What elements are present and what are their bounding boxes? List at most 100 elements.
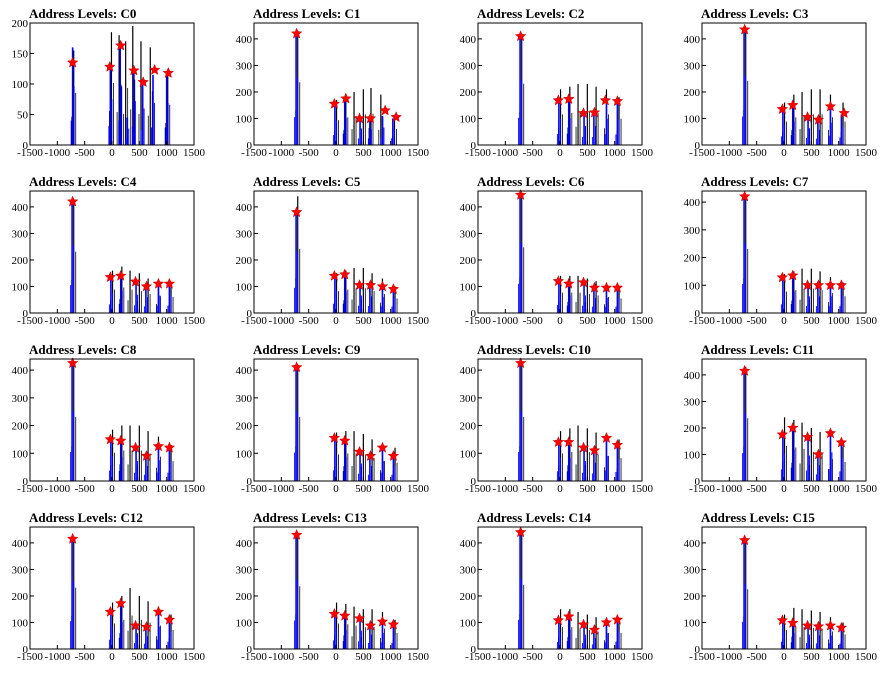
- marker-star-1: [552, 275, 565, 287]
- marker-star-0: [514, 357, 527, 369]
- y-tick-label-2: 200: [684, 253, 701, 265]
- y-tick-label-2: 200: [460, 421, 477, 433]
- y-tick-label-0: 0: [695, 308, 701, 320]
- y-tick-label-4: 400: [684, 538, 701, 550]
- y-tick-label-2: 200: [460, 87, 477, 99]
- panel-c14: 0 100 200 300 400 -1500 -1000 -500 0 500 1000 1500 A…: [460, 510, 654, 663]
- marker-star-2: [787, 99, 799, 111]
- x-tick-label-1: -1000: [716, 147, 742, 159]
- x-tick-label-3: 0: [333, 315, 339, 327]
- x-tick-label-5: 1000: [156, 315, 179, 327]
- panel-title: Address Levels: C6: [477, 174, 585, 189]
- x-tick-label-2: -500: [75, 651, 96, 663]
- y-tick-label-0: 0: [23, 308, 29, 320]
- marker-star-2: [563, 277, 575, 289]
- x-tick-label-2: -500: [299, 651, 320, 663]
- marker-star-5: [376, 615, 389, 627]
- marker-star-6: [163, 277, 176, 289]
- x-tick-label-6: 1500: [407, 651, 430, 663]
- y-tick-label-3: 300: [684, 396, 701, 408]
- y-tick-label-2: 200: [684, 87, 701, 99]
- x-tick-label-4: 500: [355, 651, 372, 663]
- y-tick-label-1: 100: [12, 448, 29, 460]
- panel-c4: 0 100 200 300 400 -1500 -1000 -500 0 500 1000 1500 A…: [12, 174, 206, 327]
- panel-title: Address Levels: C15: [701, 510, 815, 525]
- x-tick-label-0: -1500: [241, 651, 267, 663]
- marker-star-2: [562, 436, 575, 448]
- y-tick-label-4: 200: [12, 18, 29, 30]
- y-tick-label-4: 400: [236, 34, 253, 46]
- marker-star-5: [600, 281, 613, 293]
- marker-star-5: [376, 280, 389, 292]
- marker-star-2: [563, 93, 575, 105]
- y-tick-label-4: 400: [236, 202, 253, 214]
- x-tick-label-4: 500: [579, 483, 596, 495]
- y-tick-label-1: 100: [12, 281, 29, 293]
- x-tick-label-4: 500: [803, 483, 820, 495]
- marker-star-4: [364, 619, 377, 631]
- marker-star-5: [824, 427, 837, 439]
- x-tick-label-2: -500: [523, 483, 544, 495]
- panel-title: Address Levels: C5: [253, 174, 361, 189]
- x-tick-label-1: -1000: [492, 315, 518, 327]
- y-tick-label-2: 200: [236, 255, 253, 267]
- panel-title: Address Levels: C12: [29, 510, 143, 525]
- panel-title: Address Levels: C14: [477, 510, 591, 525]
- y-tick-label-1: 100: [236, 448, 253, 460]
- y-tick-label-3: 300: [460, 60, 477, 72]
- y-tick-label-0: 0: [695, 644, 701, 656]
- marker-star-5: [600, 431, 613, 443]
- x-tick-label-5: 1000: [604, 483, 627, 495]
- marker-star-4: [812, 113, 825, 125]
- marker-star-1: [328, 269, 341, 281]
- marker-star-1: [552, 94, 565, 106]
- y-tick-label-2: 200: [236, 87, 253, 99]
- panel-c2: 0 100 200 300 400 -1500 -1000 -500 0 500 1000 1500 A…: [460, 6, 654, 159]
- panel-title: Address Levels: C3: [701, 6, 809, 21]
- marker-star-6: [387, 618, 400, 630]
- marker-star-4: [140, 620, 153, 632]
- x-tick-label-6: 1500: [183, 651, 206, 663]
- x-tick-label-4: 500: [131, 147, 148, 159]
- y-tick-label-0: 0: [247, 308, 253, 320]
- marker-star-1: [552, 614, 565, 626]
- x-tick-label-3: 0: [333, 651, 339, 663]
- x-tick-label-1: -1000: [44, 651, 70, 663]
- x-tick-label-5: 1000: [828, 147, 851, 159]
- y-tick-label-4: 400: [12, 538, 29, 550]
- marker-star-6: [163, 441, 176, 453]
- y-tick-label-0: 0: [247, 140, 253, 152]
- marker-star-5: [824, 279, 837, 291]
- marker-star-3: [129, 275, 142, 287]
- panel-title: Address Levels: C4: [29, 174, 137, 189]
- x-tick-label-1: -1000: [492, 147, 518, 159]
- y-tick-label-1: 100: [460, 617, 477, 629]
- y-tick-label-3: 300: [236, 60, 253, 72]
- panel-c12: 0 100 200 300 400 -1500 -1000 -500 0 500 1000 1500 A…: [12, 510, 206, 663]
- y-tick-label-1: 100: [236, 617, 253, 629]
- marker-star-4: [137, 76, 149, 88]
- x-tick-label-3: 0: [781, 483, 787, 495]
- y-tick-label-0: 0: [695, 140, 701, 152]
- x-tick-label-1: -1000: [492, 483, 518, 495]
- x-tick-label-4: 500: [355, 315, 372, 327]
- x-tick-label-0: -1500: [17, 315, 43, 327]
- y-tick-label-2: 200: [12, 591, 29, 603]
- x-tick-label-5: 1000: [828, 651, 851, 663]
- marker-star-6: [390, 111, 402, 123]
- marker-star-2: [563, 610, 575, 622]
- x-tick-label-2: -500: [747, 315, 768, 327]
- marker-star-6: [162, 66, 174, 78]
- y-tick-label-3: 300: [460, 228, 477, 240]
- y-tick-label-4: 400: [12, 365, 29, 377]
- marker-star-3: [801, 431, 814, 443]
- marker-star-0: [290, 27, 303, 39]
- x-tick-label-0: -1500: [17, 651, 43, 663]
- panel-title: Address Levels: C2: [477, 6, 584, 21]
- marker-star-5: [376, 441, 389, 453]
- x-tick-label-4: 500: [803, 147, 820, 159]
- x-tick-label-1: -1000: [268, 147, 294, 159]
- y-tick-label-0: 0: [23, 476, 29, 488]
- x-tick-label-1: -1000: [716, 651, 742, 663]
